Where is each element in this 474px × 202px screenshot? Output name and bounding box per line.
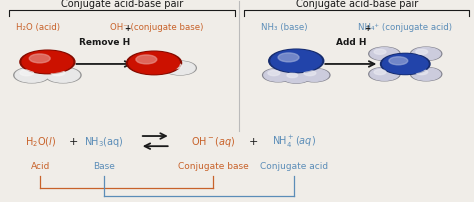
Text: NH₃ (base): NH₃ (base) <box>261 23 308 32</box>
Circle shape <box>278 54 299 63</box>
Circle shape <box>136 56 157 65</box>
Circle shape <box>271 51 321 72</box>
Circle shape <box>45 68 81 83</box>
Text: H₂O (acid): H₂O (acid) <box>16 23 60 32</box>
Text: Conjugate acid-base pair: Conjugate acid-base pair <box>61 0 183 9</box>
Circle shape <box>127 52 182 75</box>
Circle shape <box>169 64 182 69</box>
Text: OH⁻ (conjugate base): OH⁻ (conjugate base) <box>110 23 203 32</box>
Circle shape <box>268 71 280 76</box>
Text: NH$_3$(aq): NH$_3$(aq) <box>84 135 124 148</box>
Circle shape <box>374 50 386 55</box>
Text: Add H: Add H <box>336 38 366 46</box>
Circle shape <box>389 58 408 65</box>
Text: Conjugate base: Conjugate base <box>178 161 249 170</box>
Text: Remove H: Remove H <box>79 38 130 46</box>
Text: NH$_4^+$($\it{aq}$): NH$_4^+$($\it{aq}$) <box>272 133 316 149</box>
Circle shape <box>282 72 310 84</box>
Circle shape <box>416 70 428 75</box>
Circle shape <box>299 69 330 82</box>
Circle shape <box>412 48 440 61</box>
Text: Conjugate acid-base pair: Conjugate acid-base pair <box>296 0 418 9</box>
Circle shape <box>300 70 328 82</box>
Circle shape <box>287 74 298 78</box>
Circle shape <box>374 70 386 75</box>
Circle shape <box>283 72 309 83</box>
Circle shape <box>164 62 196 76</box>
Circle shape <box>20 70 34 76</box>
Circle shape <box>46 69 80 83</box>
Text: +: + <box>124 24 130 33</box>
Text: +: + <box>364 24 371 33</box>
Circle shape <box>369 68 400 81</box>
Circle shape <box>15 69 48 83</box>
Text: NH₄⁺ (conjugate acid): NH₄⁺ (conjugate acid) <box>358 23 452 32</box>
Circle shape <box>410 48 442 61</box>
Circle shape <box>14 68 50 83</box>
Circle shape <box>369 48 400 61</box>
Circle shape <box>410 68 442 81</box>
Circle shape <box>51 70 65 76</box>
Circle shape <box>381 54 430 75</box>
Text: Base: Base <box>93 161 115 170</box>
Text: OH$^-$($\it{aq}$): OH$^-$($\it{aq}$) <box>191 135 236 148</box>
Circle shape <box>29 55 50 64</box>
Circle shape <box>370 48 399 61</box>
Text: Conjugate acid: Conjugate acid <box>260 161 328 170</box>
Circle shape <box>22 52 73 73</box>
Circle shape <box>416 50 428 55</box>
Circle shape <box>165 62 195 75</box>
Circle shape <box>20 51 75 74</box>
Circle shape <box>412 69 440 81</box>
Text: +: + <box>69 136 78 146</box>
Circle shape <box>304 71 316 76</box>
Circle shape <box>263 69 294 82</box>
Circle shape <box>383 55 428 74</box>
Circle shape <box>129 53 179 74</box>
Text: H$_2$O($\it{l}$): H$_2$O($\it{l}$) <box>25 135 56 148</box>
Circle shape <box>264 70 292 82</box>
Circle shape <box>370 69 399 81</box>
Text: +: + <box>249 136 258 146</box>
Circle shape <box>269 50 324 73</box>
Text: Acid: Acid <box>31 161 50 170</box>
